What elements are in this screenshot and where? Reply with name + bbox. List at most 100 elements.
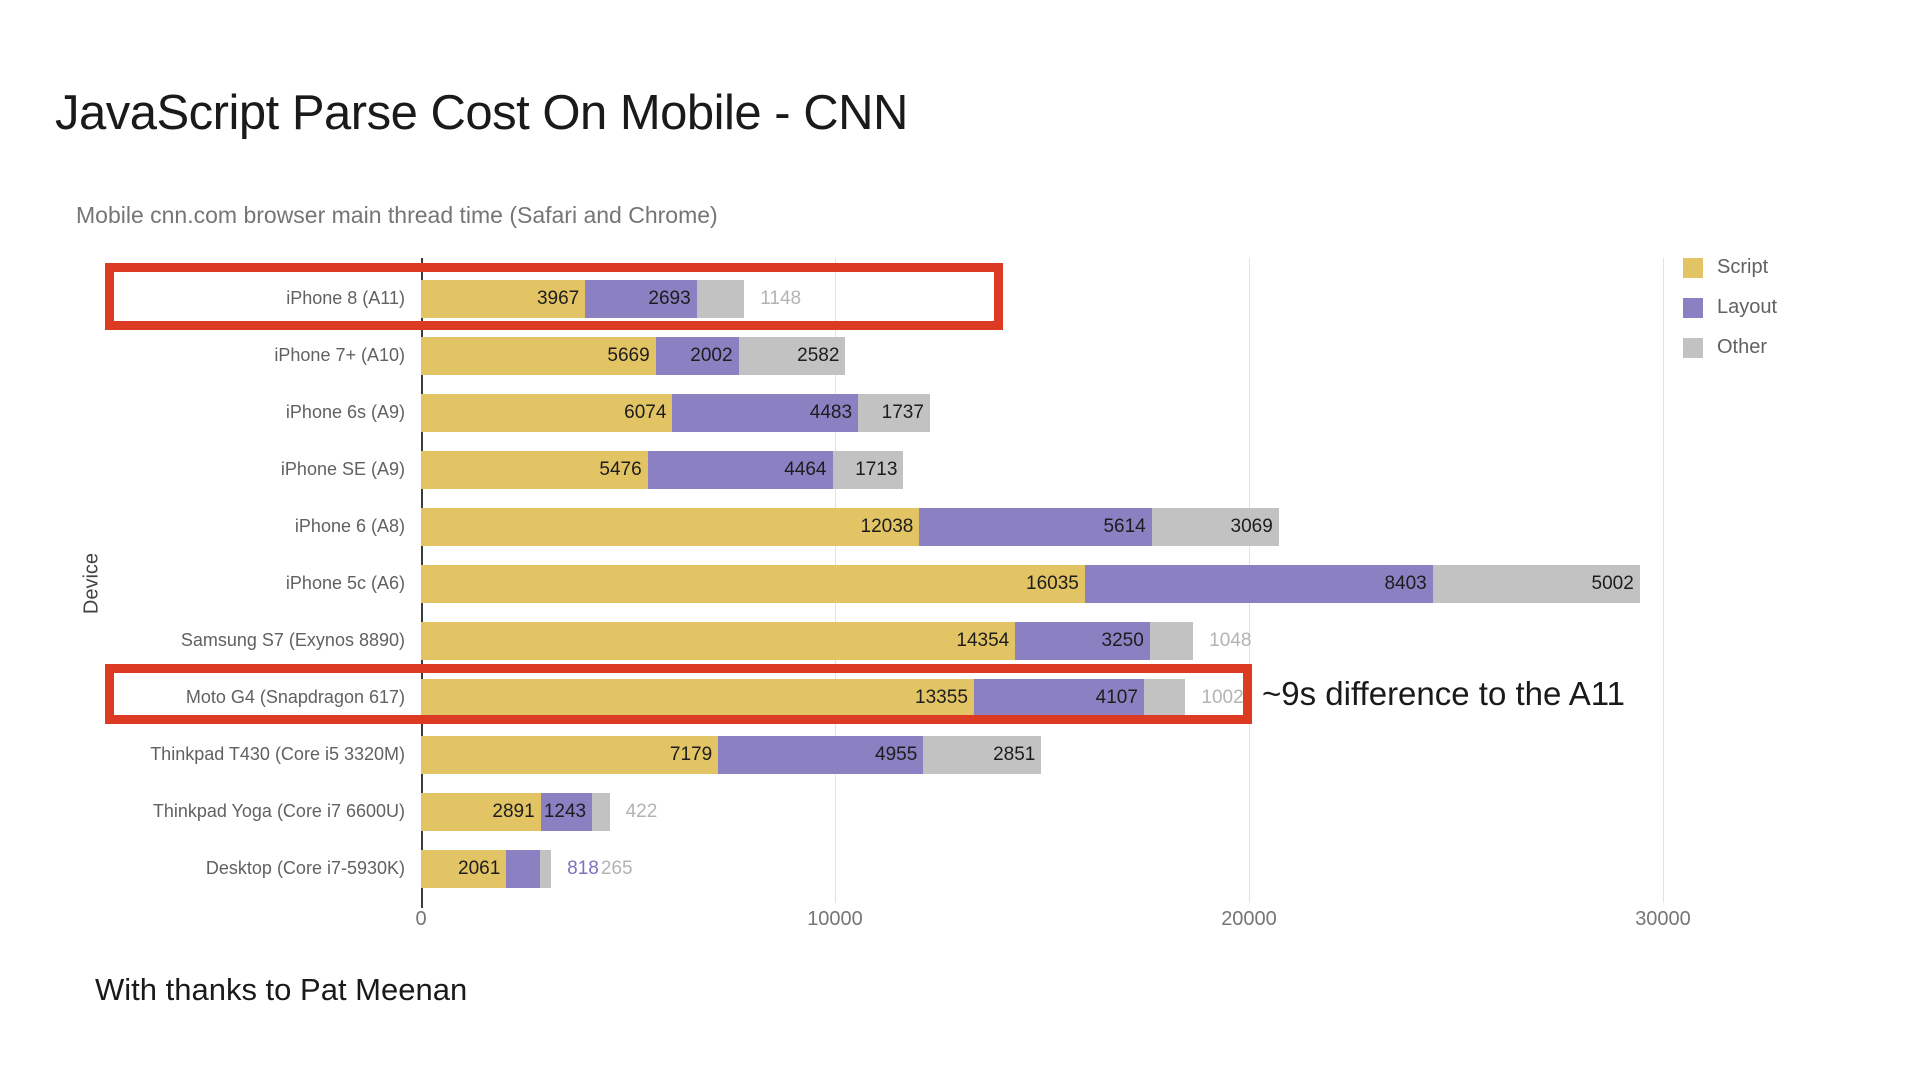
bar-segment-layout: 4107 xyxy=(973,678,1144,717)
footer-credit: With thanks to Pat Meenan xyxy=(95,972,468,1007)
bar-row: 7179 4955 2851 xyxy=(421,726,1640,783)
device-label: Moto G4 (Snapdragon 617) xyxy=(185,687,405,707)
stacked-bar: 2891 1243 422 xyxy=(421,792,658,831)
bar-segment-other xyxy=(592,792,610,831)
bar-row: 14354 3250 1048 xyxy=(421,612,1640,669)
bar-row: 5476 4464 1713 xyxy=(421,441,1640,498)
bar-row: 2891 1243 422 xyxy=(421,783,1640,840)
bar-segment-layout: 1243 xyxy=(540,792,593,831)
bar-value-label-script: 7179 xyxy=(669,743,713,765)
stacked-bar: 14354 3250 1048 xyxy=(421,621,1251,660)
bar-segment-other xyxy=(696,279,745,318)
bar-segment-layout: 4955 xyxy=(718,735,924,774)
bar-segment-script: 2891 xyxy=(421,792,541,831)
page-title: JavaScript Parse Cost On Mobile - CNN xyxy=(55,85,908,140)
bar-value-label-script: 2891 xyxy=(492,800,535,822)
bar-value-label-script: 12038 xyxy=(860,515,914,537)
bar-segment-layout xyxy=(506,849,541,888)
bar-segment-script: 14354 xyxy=(421,621,1016,660)
bar-series: 3967 2693 1148 5669 2002 2582 6074 4483 1737 5476… xyxy=(421,270,1640,897)
annotation-text: ~9s difference to the A11 xyxy=(1262,675,1625,712)
bar-row: 13355 4107 1002 xyxy=(421,669,1640,726)
y-axis-labels: iPhone 8 (A11) iPhone 7+ (A10) iPhone 6s (… xyxy=(0,270,405,897)
bar-row: 5669 2002 2582 xyxy=(421,327,1640,384)
bar-segment-layout: 2693 xyxy=(585,279,697,318)
bar-segment-other: 2582 xyxy=(738,336,846,375)
bar-value-label-other: 265 xyxy=(600,857,633,879)
bar-segment-layout: 3250 xyxy=(1015,621,1150,660)
x-axis-tick-mark xyxy=(421,903,423,908)
bar-segment-script: 7179 xyxy=(421,735,719,774)
legend-item-script: Script xyxy=(1683,256,1777,279)
bar-value-label-layout: 4483 xyxy=(809,401,853,423)
bar-value-label-layout: 4107 xyxy=(1095,686,1138,708)
bar-segment-other: 1713 xyxy=(832,450,904,489)
bar-value-label-other: 2582 xyxy=(797,344,840,366)
bar-value-label-other: 5002 xyxy=(1591,572,1634,594)
bar-value-label-script: 6074 xyxy=(624,401,667,423)
device-label: Samsung S7 (Exynos 8890) xyxy=(180,630,405,650)
bar-segment-layout: 4464 xyxy=(647,450,833,489)
gridline-30000 xyxy=(1663,258,1664,903)
bar-segment-script: 13355 xyxy=(421,678,974,717)
stacked-bar: 12038 5614 3069 xyxy=(421,507,1279,546)
bar-row: 6074 4483 1737 xyxy=(421,384,1640,441)
stacked-bar: 13355 4107 1002 xyxy=(421,678,1244,717)
bar-value-label-layout: 4464 xyxy=(784,458,827,480)
bar-value-label-script: 14354 xyxy=(956,629,1010,651)
legend-swatch-layout xyxy=(1683,297,1703,318)
legend-label-script: Script xyxy=(1717,256,1769,278)
bar-value-label-other: 1002 xyxy=(1201,686,1244,708)
chart-subtitle: Mobile cnn.com browser main thread time … xyxy=(76,202,718,228)
legend-item-layout: Layout xyxy=(1683,296,1777,319)
stacked-bar: 7179 4955 2851 xyxy=(421,735,1042,774)
bar-segment-other: 5002 xyxy=(1432,564,1640,603)
bar-value-label-script: 16035 xyxy=(1026,572,1079,594)
bar-value-label-script: 5669 xyxy=(607,344,650,366)
bar-segment-other: 3069 xyxy=(1151,507,1279,546)
stacked-bar: 3967 2693 1148 xyxy=(421,279,802,318)
bar-value-label-other: 1148 xyxy=(760,287,802,309)
legend-swatch-other xyxy=(1683,337,1703,358)
x-tick-label-20000: 20000 xyxy=(1221,908,1277,930)
stacked-bar: 6074 4483 1737 xyxy=(421,393,930,432)
device-label: iPhone SE (A9) xyxy=(280,459,405,479)
bar-value-label-other: 1713 xyxy=(855,458,898,480)
bar-segment-other: 2851 xyxy=(923,735,1042,774)
x-tick-label-0: 0 xyxy=(415,908,427,930)
device-label: Thinkpad Yoga (Core i7 6600U) xyxy=(152,801,405,821)
bar-segment-script: 5476 xyxy=(421,450,648,489)
bar-value-label-layout: 5614 xyxy=(1103,515,1146,537)
stacked-bar: 5669 2002 2582 xyxy=(421,336,846,375)
device-label: iPhone 5c (A6) xyxy=(285,573,405,593)
device-label: iPhone 8 (A11) xyxy=(286,288,405,308)
bar-value-label-script: 2061 xyxy=(458,857,501,879)
bar-value-label-other: 422 xyxy=(625,800,658,822)
bar-row: 16035 8403 5002 xyxy=(421,555,1640,612)
bar-segment-script: 16035 xyxy=(421,564,1085,603)
device-label: iPhone 6 (A8) xyxy=(294,516,405,536)
bar-value-label-script: 13355 xyxy=(915,686,968,708)
bar-value-label-script: 3967 xyxy=(536,287,580,309)
legend-item-other: Other xyxy=(1683,336,1777,359)
bar-row: 12038 5614 3069 xyxy=(421,498,1640,555)
stacked-bar: 5476 4464 1713 xyxy=(421,450,904,489)
bar-segment-script: 6074 xyxy=(421,393,673,432)
legend-label-other: Other xyxy=(1717,336,1768,358)
highlight-box-iphone8 xyxy=(105,263,1003,330)
bar-segment-layout: 2002 xyxy=(655,336,739,375)
bar-value-label-script: 5476 xyxy=(599,458,642,480)
bar-segment-other xyxy=(1149,621,1194,660)
highlight-box-motog4 xyxy=(105,664,1252,724)
legend-label-layout: Layout xyxy=(1717,296,1778,318)
bar-value-label-layout: 818 xyxy=(567,857,599,879)
stacked-bar: 16035 8403 5002 xyxy=(421,564,1640,603)
bar-segment-other xyxy=(540,849,552,888)
bar-segment-script: 2061 xyxy=(421,849,507,888)
device-label: iPhone 6s (A9) xyxy=(285,402,405,422)
bar-segment-other: 1737 xyxy=(858,393,930,432)
bar-segment-layout: 4483 xyxy=(672,393,859,432)
bar-segment-script: 12038 xyxy=(421,507,920,546)
